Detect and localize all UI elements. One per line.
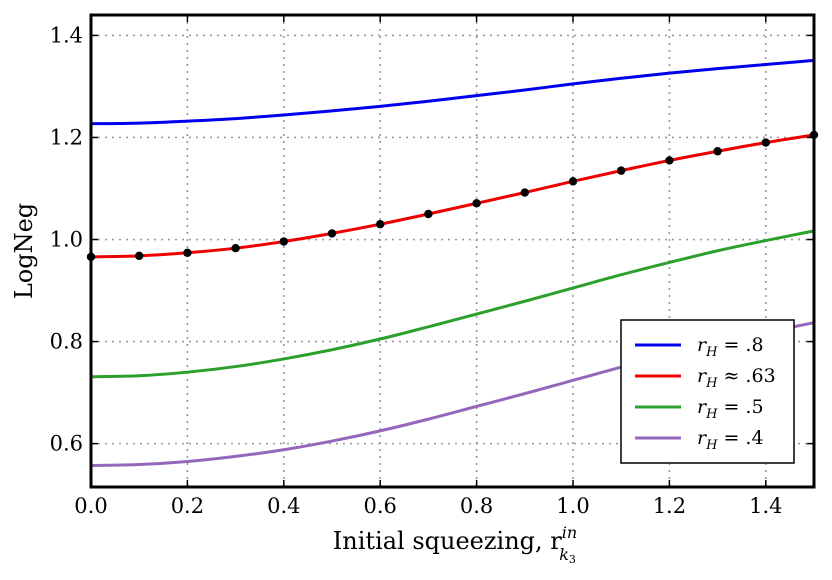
series-line-0 — [90, 58, 815, 126]
x-tick-labels: 0.0 0.2 0.4 0.6 0.8 1.0 1.2 1.4 — [74, 494, 782, 518]
x-tick-label: 1.0 — [556, 494, 589, 518]
y-tick-label: 1.2 — [50, 125, 83, 149]
legend-label: rH ≈ .63 — [697, 365, 776, 391]
data-point — [279, 237, 288, 246]
y-tick-label: 1.4 — [50, 23, 83, 47]
plot-frame — [89, 13, 816, 489]
legend: rH = .8 rH ≈ .63 rH = .5 rH = .4 — [620, 319, 795, 464]
series-line-2 — [90, 229, 815, 379]
series-line-1 — [90, 133, 815, 259]
data-point — [665, 156, 674, 165]
y-axis-title: LogNeg — [10, 203, 38, 299]
data-point — [135, 251, 144, 261]
legend-label: rH = .5 — [697, 396, 764, 422]
x-tick-label: 0.4 — [267, 494, 300, 518]
data-point — [520, 188, 529, 197]
data-point — [568, 177, 578, 186]
x-axis-title: Initial squeezing, rin k3 — [333, 523, 577, 566]
legend-label: rH = .8 — [697, 334, 764, 360]
data-point — [183, 248, 192, 257]
y-tick-label: 0.8 — [50, 330, 83, 354]
data-point — [231, 243, 240, 253]
x-tick-label: 0.0 — [74, 494, 107, 518]
data-point — [424, 209, 433, 219]
data-point — [327, 229, 337, 238]
x-tick-label: 0.8 — [460, 494, 493, 518]
data-point — [713, 147, 722, 156]
series-markers — [86, 130, 819, 262]
y-tick-labels: 0.6 0.8 1.0 1.2 1.4 — [50, 23, 83, 455]
y-tick-label: 0.6 — [50, 432, 83, 456]
data-point — [472, 199, 481, 208]
data-point — [376, 220, 385, 229]
data-point — [617, 166, 626, 175]
data-point — [761, 138, 770, 147]
x-tick-label: 1.4 — [749, 494, 782, 518]
x-tick-label: 1.2 — [653, 494, 686, 518]
legend-label: rH = .4 — [697, 427, 764, 453]
x-tick-label: 0.2 — [171, 494, 204, 518]
axis-ticks — [90, 15, 814, 487]
x-tick-label: 0.6 — [363, 494, 396, 518]
y-tick-label: 1.0 — [50, 228, 83, 252]
